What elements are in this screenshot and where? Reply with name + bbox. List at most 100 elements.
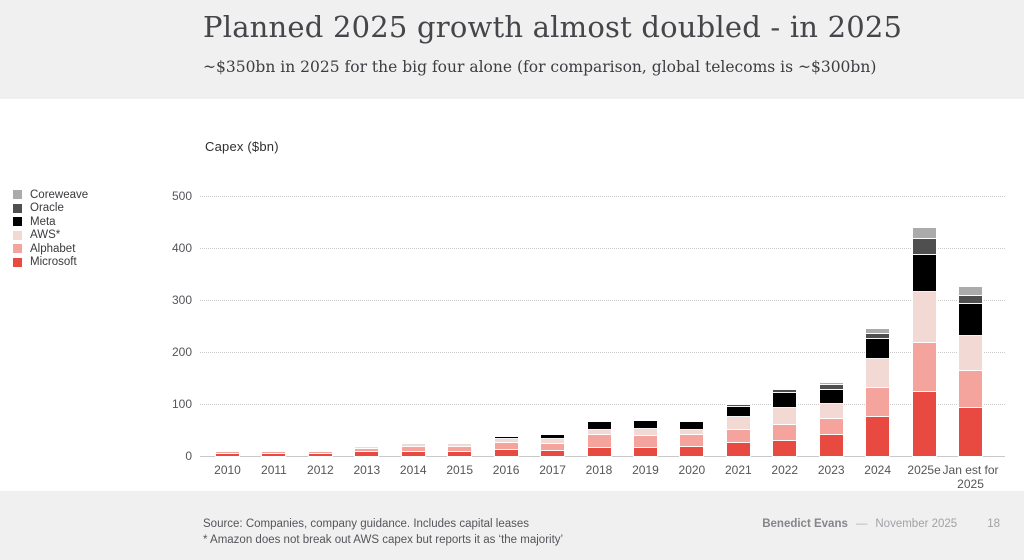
segment-meta-2018 [586, 421, 612, 431]
segment-microsoft-2010 [215, 453, 240, 457]
segment-microsoft-2025e [911, 391, 937, 457]
segment-microsoft-2024 [865, 415, 891, 457]
segment-microsoft-2019 [632, 447, 658, 457]
segment-microsoft-2014 [400, 451, 426, 457]
legend-label: AWS* [30, 229, 61, 242]
y-axis-label-300: 300 [171, 292, 192, 307]
y-axis-label-400: 400 [171, 240, 192, 255]
bar-2010 [215, 451, 240, 457]
bar-2012 [307, 450, 333, 457]
x-axis-label-2019: 2019 [632, 463, 659, 477]
y-axis-label-0: 0 [185, 448, 192, 463]
segment-meta-jan-est-for-2025 [958, 303, 984, 337]
segment-microsoft-2011 [261, 452, 287, 457]
segment-meta-2022 [772, 391, 798, 410]
x-axis-label-jan-est-for-2025: Jan est for 2025 [942, 463, 999, 491]
segment-alphabet-2018 [586, 434, 612, 450]
bar-2019 [632, 420, 658, 457]
segment-microsoft-2018 [586, 447, 612, 457]
x-axis-label-2017: 2017 [539, 463, 566, 477]
segment-aws-2022 [772, 407, 798, 426]
segment-alphabet-2012 [307, 451, 333, 455]
legend-swatch-icon [13, 217, 22, 227]
legend-label: Microsoft [30, 256, 77, 269]
segment-microsoft-2023 [818, 434, 844, 457]
footer-credit: Benedict Evans — November 2025 18 [762, 518, 1000, 530]
segment-microsoft-2020 [679, 445, 705, 457]
segment-microsoft-2017 [540, 449, 566, 457]
bar-2015 [447, 443, 473, 457]
segment-microsoft-2015 [447, 450, 473, 457]
bar-2024 [865, 328, 891, 457]
x-axis-label-2011: 2011 [261, 463, 287, 477]
legend-label: Coreweave [30, 188, 89, 201]
segment-alphabet-2021 [725, 429, 751, 445]
bar-2022 [772, 387, 798, 457]
segment-alphabet-jan-est-for-2025 [958, 369, 984, 410]
bar-2017 [540, 434, 566, 457]
chart-legend: Coreweave Oracle Meta AWS* Alphabet Microsoft [13, 188, 88, 269]
legend-swatch-icon [13, 230, 22, 240]
segment-oracle-2023 [818, 384, 844, 391]
page-subtitle: ~$350bn in 2025 for the big four alone (… [203, 58, 877, 76]
segment-meta-2024 [865, 338, 891, 361]
bar-2011 [261, 450, 287, 457]
segment-coreweave-jan-est-for-2025 [958, 285, 984, 297]
bar-2013 [354, 445, 380, 457]
segment-alphabet-2014 [400, 445, 426, 454]
segment-alphabet-2024 [865, 386, 891, 418]
segment-oracle-jan-est-for-2025 [958, 294, 984, 306]
legend-item-aws: AWS* [13, 229, 88, 243]
x-axis-label-2010: 2010 [214, 463, 241, 477]
legend-swatch-icon [13, 257, 22, 267]
legend-item-meta: Meta [13, 215, 88, 229]
segment-microsoft-2016 [493, 448, 519, 457]
segment-alphabet-2022 [772, 423, 798, 442]
segment-aws-2025e [911, 290, 937, 344]
segment-aws-2012 [307, 450, 333, 454]
bar-2023 [818, 382, 844, 457]
legend-label: Meta [30, 215, 56, 228]
segment-coreweave-2023 [818, 382, 844, 387]
x-axis-label-2022: 2022 [771, 463, 799, 477]
bar-2021 [725, 404, 751, 457]
gridline-500 [200, 195, 1005, 197]
x-axis-label-2012: 2012 [307, 463, 334, 477]
bar-2020 [679, 421, 705, 457]
segment-alphabet-2023 [818, 418, 844, 437]
segment-alphabet-2015 [447, 445, 473, 453]
x-axis-baseline [200, 455, 1005, 457]
gridline-200 [200, 351, 1005, 353]
segment-alphabet-2017 [540, 443, 566, 452]
segment-alphabet-2019 [632, 434, 658, 450]
bar-2014 [400, 443, 426, 457]
legend-item-coreweave: Coreweave [13, 188, 88, 202]
legend-item-microsoft: Microsoft [13, 256, 88, 270]
segment-oracle-2024 [865, 332, 891, 341]
segment-microsoft-jan-est-for-2025 [958, 407, 984, 457]
segment-oracle-2025e [911, 237, 937, 257]
page-number: 18 [987, 518, 1000, 530]
segment-aws-2017 [540, 437, 566, 446]
segment-alphabet-2011 [261, 451, 287, 456]
segment-aws-2015 [447, 443, 473, 448]
x-axis-label-2013: 2013 [353, 463, 381, 477]
segment-aws-2014 [400, 443, 426, 448]
author-name: Benedict Evans [762, 518, 848, 530]
segment-aws-2016 [493, 438, 519, 444]
segment-microsoft-2012 [307, 453, 333, 457]
segment-meta-2025e [911, 254, 937, 293]
segment-alphabet-2013 [354, 447, 380, 454]
segment-meta-2017 [540, 434, 566, 440]
source-line-2: * Amazon does not break out AWS capex bu… [203, 534, 564, 546]
segment-meta-2019 [632, 420, 658, 430]
legend-item-alphabet: Alphabet [13, 242, 88, 256]
segment-aws-2011 [261, 450, 287, 454]
bar-2018 [586, 421, 612, 457]
source-note: Source: Companies, company guidance. Inc… [203, 516, 563, 548]
bar-jan-est-for-2025 [958, 285, 984, 457]
x-axis-label-2015: 2015 [446, 463, 474, 477]
source-line-1: Source: Companies, company guidance. Inc… [203, 518, 530, 530]
segment-meta-2020 [679, 421, 705, 432]
legend-label: Oracle [30, 202, 64, 215]
